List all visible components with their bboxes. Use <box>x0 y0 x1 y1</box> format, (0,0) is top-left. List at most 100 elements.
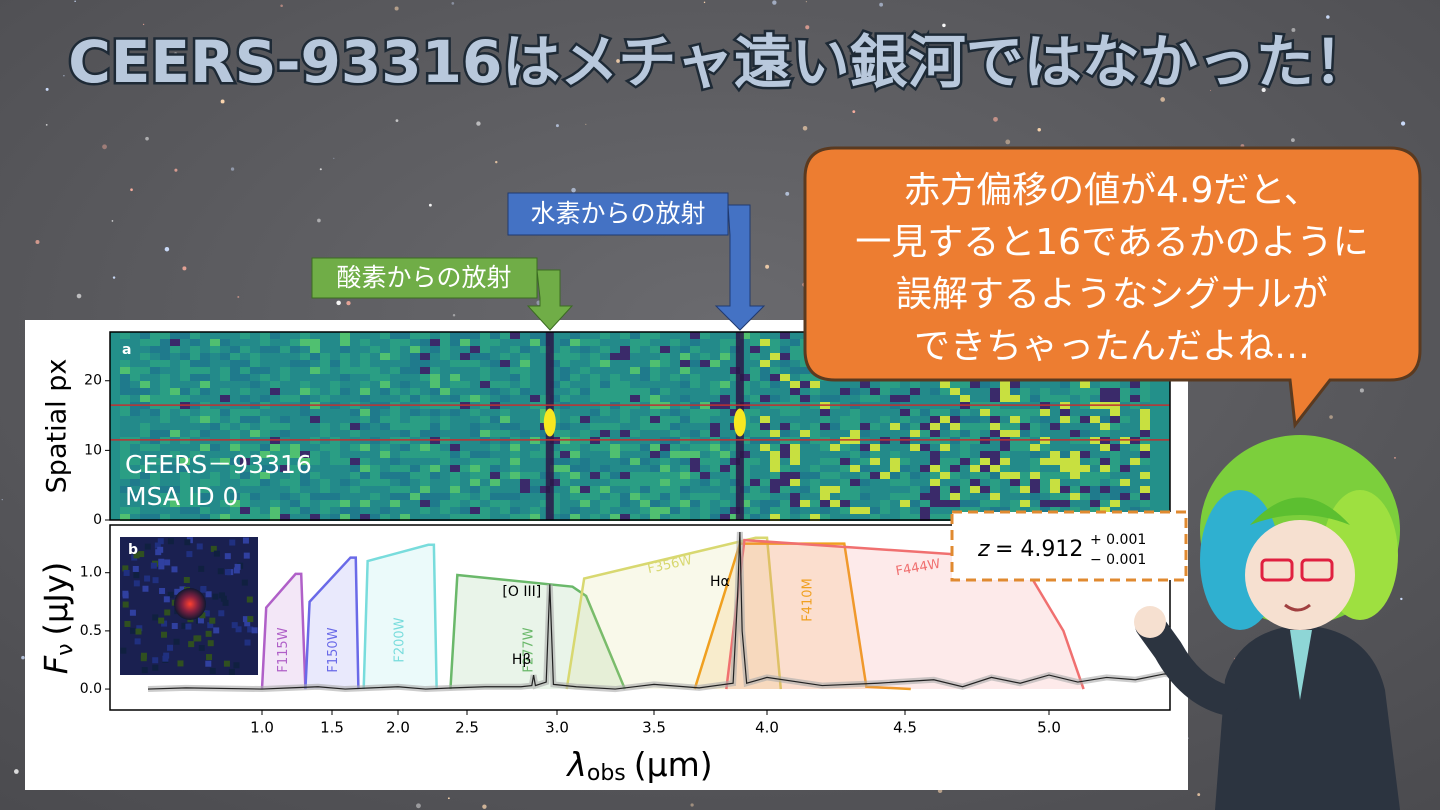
noise-cell <box>950 479 960 486</box>
noise-cell <box>530 367 540 374</box>
noise-cell <box>760 353 770 360</box>
noise-cell <box>190 493 200 500</box>
noise-cell <box>210 444 220 451</box>
noise-cell <box>410 346 420 353</box>
noise-cell <box>870 395 880 402</box>
noise-cell <box>660 493 670 500</box>
star <box>1261 87 1266 93</box>
star <box>598 48 601 51</box>
noise-cell <box>180 479 190 486</box>
noise-cell <box>320 360 330 367</box>
noise-cell <box>1090 423 1100 430</box>
noise-cell <box>160 514 170 521</box>
inset-pixel <box>163 596 170 603</box>
noise-cell <box>650 339 660 346</box>
noise-cell <box>120 444 130 451</box>
noise-cell <box>590 430 600 437</box>
noise-cell <box>170 444 180 451</box>
noise-cell <box>930 479 940 486</box>
noise-cell <box>390 472 400 479</box>
noise-cell <box>880 458 890 465</box>
noise-cell <box>750 332 760 339</box>
noise-cell <box>980 416 990 423</box>
noise-cell <box>720 395 730 402</box>
noise-cell <box>930 472 940 479</box>
noise-cell <box>550 514 560 521</box>
noise-cell <box>1110 423 1120 430</box>
noise-cell <box>140 381 150 388</box>
noise-cell <box>620 395 630 402</box>
noise-cell <box>600 416 610 423</box>
star <box>690 803 694 807</box>
noise-cell <box>150 374 160 381</box>
noise-cell <box>490 332 500 339</box>
inset-pixel <box>200 585 207 592</box>
noise-cell <box>460 346 470 353</box>
noise-cell <box>270 486 280 493</box>
noise-cell <box>250 458 260 465</box>
noise-cell <box>230 430 240 437</box>
noise-cell <box>360 346 370 353</box>
noise-cell <box>1030 388 1040 395</box>
noise-cell <box>340 353 350 360</box>
noise-cell <box>700 423 710 430</box>
redshift-upper: + 0.001 <box>1090 532 1146 548</box>
noise-cell <box>790 458 800 465</box>
noise-cell <box>700 360 710 367</box>
noise-cell <box>160 388 170 395</box>
noise-cell <box>230 507 240 514</box>
noise-cell <box>530 332 540 339</box>
noise-cell <box>820 507 830 514</box>
noise-cell <box>620 367 630 374</box>
noise-cell <box>360 381 370 388</box>
noise-cell <box>780 458 790 465</box>
noise-cell <box>600 395 610 402</box>
noise-cell <box>790 346 800 353</box>
noise-cell <box>680 346 690 353</box>
noise-cell <box>300 332 310 339</box>
noise-cell <box>770 346 780 353</box>
noise-cell <box>1020 465 1030 472</box>
noise-cell <box>200 472 210 479</box>
noise-cell <box>760 416 770 423</box>
star <box>1005 139 1011 145</box>
noise-cell <box>120 479 130 486</box>
noise-cell <box>650 416 660 423</box>
noise-cell <box>1050 486 1060 493</box>
noise-cell <box>840 479 850 486</box>
noise-cell <box>990 458 1000 465</box>
noise-cell <box>430 507 440 514</box>
noise-cell <box>570 381 580 388</box>
noise-cell <box>260 423 270 430</box>
noise-cell <box>1110 388 1120 395</box>
noise-cell <box>610 416 620 423</box>
inset-pixel <box>152 664 159 671</box>
noise-cell <box>390 486 400 493</box>
noise-cell <box>290 430 300 437</box>
noise-cell <box>700 458 710 465</box>
noise-cell <box>730 367 740 374</box>
noise-cell <box>670 409 680 416</box>
noise-cell <box>990 507 1000 514</box>
noise-cell <box>400 423 410 430</box>
noise-cell <box>490 514 500 521</box>
noise-cell <box>530 430 540 437</box>
noise-cell <box>370 374 380 381</box>
noise-cell <box>140 472 150 479</box>
noise-cell <box>970 423 980 430</box>
noise-cell <box>120 423 130 430</box>
noise-cell <box>640 374 650 381</box>
noise-cell <box>440 367 450 374</box>
noise-cell <box>640 444 650 451</box>
noise-cell <box>600 486 610 493</box>
noise-cell <box>390 367 400 374</box>
noise-cell <box>520 451 530 458</box>
star <box>1359 388 1364 393</box>
filter-curve <box>693 542 911 691</box>
inset-pixel <box>251 627 258 634</box>
noise-cell <box>500 388 510 395</box>
noise-cell <box>800 388 810 395</box>
noise-cell <box>170 486 180 493</box>
noise-cell <box>320 374 330 381</box>
noise-cell <box>260 451 270 458</box>
